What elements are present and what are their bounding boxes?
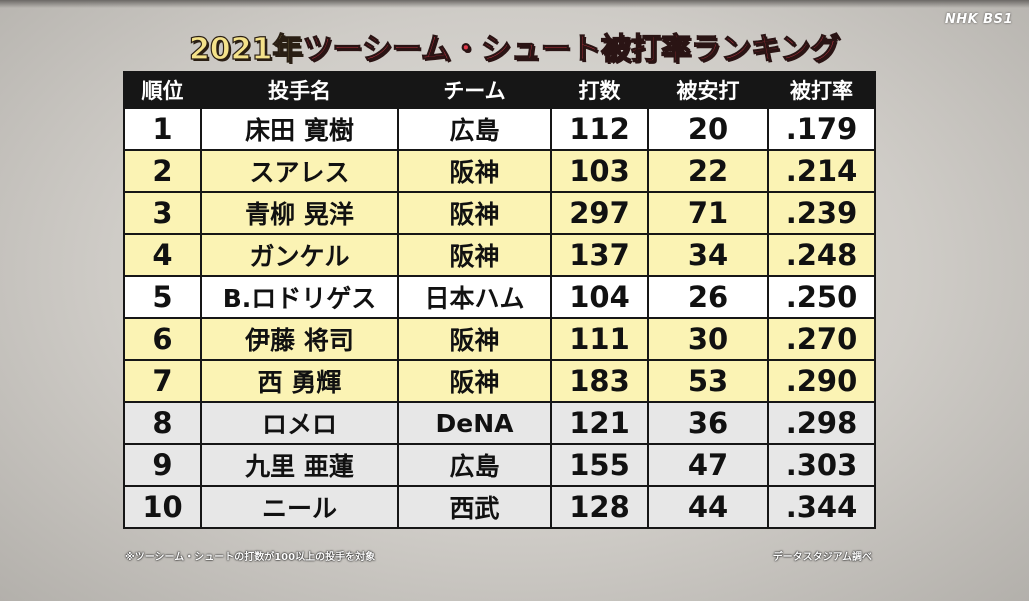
cell-batting-avg-against: .239 — [767, 191, 876, 235]
cell-hits-allowed: 26 — [647, 275, 769, 319]
table-row: 1 床田 寛樹 広島 112 20 .179 — [123, 107, 876, 151]
cell-at-bats: 111 — [550, 317, 649, 361]
header-batting-avg-against: 被打率 — [767, 71, 876, 109]
cell-at-bats: 112 — [550, 107, 649, 151]
cell-batting-avg-against: .179 — [767, 107, 876, 151]
cell-at-bats: 128 — [550, 485, 649, 529]
cell-hits-allowed: 34 — [647, 233, 769, 277]
cell-team: 阪神 — [397, 359, 552, 403]
cell-hits-allowed: 47 — [647, 443, 769, 487]
cell-team: DeNA — [397, 401, 552, 445]
table-row: 8 ロメロ DeNA 121 36 .298 — [123, 401, 876, 445]
header-at-bats: 打数 — [550, 71, 649, 109]
table-row: 9 九里 亜蓮 広島 155 47 .303 — [123, 443, 876, 487]
cell-rank: 6 — [123, 317, 202, 361]
cell-rank: 1 — [123, 107, 202, 151]
cell-batting-avg-against: .344 — [767, 485, 876, 529]
cell-rank: 4 — [123, 233, 202, 277]
table-row: 4 ガンケル 阪神 137 34 .248 — [123, 233, 876, 277]
ranking-table: 順位 投手名 チーム 打数 被安打 被打率 1 床田 寛樹 広島 112 20 … — [123, 71, 876, 529]
cell-pitcher-name: ロメロ — [200, 401, 399, 445]
cell-batting-avg-against: .298 — [767, 401, 876, 445]
cell-batting-avg-against: .214 — [767, 149, 876, 193]
table-row: 2 スアレス 阪神 103 22 .214 — [123, 149, 876, 193]
title-year: 2021年 — [188, 31, 303, 67]
cell-pitcher-name: B.ロドリゲス — [200, 275, 399, 319]
cell-hits-allowed: 30 — [647, 317, 769, 361]
cell-at-bats: 297 — [550, 191, 649, 235]
cell-team: 日本ハム — [397, 275, 552, 319]
table-row: 6 伊藤 将司 阪神 111 30 .270 — [123, 317, 876, 361]
data-source-credit: データスタジアム調べ — [772, 552, 872, 563]
title-main: ツーシーム・シュート被打率ランキング — [302, 31, 841, 67]
cell-rank: 2 — [123, 149, 202, 193]
top-frame-band — [0, 0, 1029, 8]
cell-rank: 10 — [123, 485, 202, 529]
header-hits-allowed: 被安打 — [647, 71, 769, 109]
cell-hits-allowed: 44 — [647, 485, 769, 529]
cell-team: 広島 — [397, 443, 552, 487]
cell-hits-allowed: 36 — [647, 401, 769, 445]
cell-at-bats: 183 — [550, 359, 649, 403]
cell-pitcher-name: スアレス — [200, 149, 399, 193]
cell-rank: 7 — [123, 359, 202, 403]
table-row: 3 青柳 晃洋 阪神 297 71 .239 — [123, 191, 876, 235]
cell-hits-allowed: 71 — [647, 191, 769, 235]
cell-rank: 8 — [123, 401, 202, 445]
cell-hits-allowed: 53 — [647, 359, 769, 403]
cell-rank: 5 — [123, 275, 202, 319]
cell-pitcher-name: ガンケル — [200, 233, 399, 277]
cell-pitcher-name: 西 勇輝 — [200, 359, 399, 403]
header-pitcher-name: 投手名 — [200, 71, 399, 109]
cell-batting-avg-against: .303 — [767, 443, 876, 487]
cell-team: 阪神 — [397, 149, 552, 193]
cell-at-bats: 104 — [550, 275, 649, 319]
cell-at-bats: 137 — [550, 233, 649, 277]
table-row: 10 ニール 西武 128 44 .344 — [123, 485, 876, 529]
cell-batting-avg-against: .250 — [767, 275, 876, 319]
cell-at-bats: 121 — [550, 401, 649, 445]
cell-hits-allowed: 20 — [647, 107, 769, 151]
cell-pitcher-name: 九里 亜蓮 — [200, 443, 399, 487]
table-row: 7 西 勇輝 阪神 183 53 .290 — [123, 359, 876, 403]
cell-batting-avg-against: .270 — [767, 317, 876, 361]
cell-rank: 3 — [123, 191, 202, 235]
cell-at-bats: 103 — [550, 149, 649, 193]
cell-hits-allowed: 22 — [647, 149, 769, 193]
header-team: チーム — [397, 71, 552, 109]
cell-team: 西武 — [397, 485, 552, 529]
cell-pitcher-name: 伊藤 将司 — [200, 317, 399, 361]
ranking-title: 2021年ツーシーム・シュート被打率ランキング — [0, 30, 1029, 70]
cell-team: 阪神 — [397, 191, 552, 235]
cell-team: 広島 — [397, 107, 552, 151]
header-rank: 順位 — [123, 71, 202, 109]
cell-pitcher-name: 青柳 晃洋 — [200, 191, 399, 235]
table-header-row: 順位 投手名 チーム 打数 被安打 被打率 — [123, 71, 876, 109]
cell-batting-avg-against: .248 — [767, 233, 876, 277]
cell-pitcher-name: 床田 寛樹 — [200, 107, 399, 151]
broadcaster-watermark: NHK BS1 — [944, 12, 1013, 27]
cell-pitcher-name: ニール — [200, 485, 399, 529]
cell-team: 阪神 — [397, 233, 552, 277]
cell-team: 阪神 — [397, 317, 552, 361]
footnote: ※ツーシーム・シュートの打数が100以上の投手を対象 — [125, 552, 376, 563]
cell-batting-avg-against: .290 — [767, 359, 876, 403]
cell-rank: 9 — [123, 443, 202, 487]
cell-at-bats: 155 — [550, 443, 649, 487]
table-row: 5 B.ロドリゲス 日本ハム 104 26 .250 — [123, 275, 876, 319]
